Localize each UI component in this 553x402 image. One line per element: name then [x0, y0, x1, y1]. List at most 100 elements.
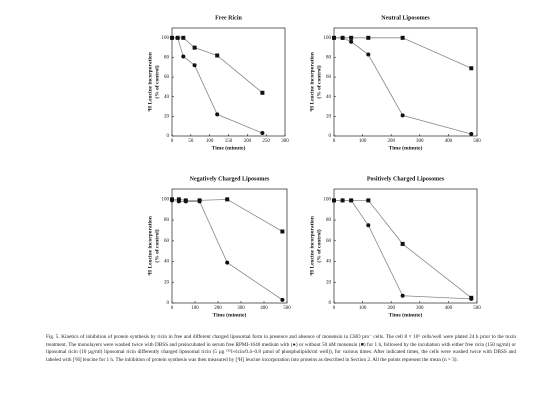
y-axis-label: ³H Leucine incorporation: [309, 216, 315, 276]
chart-title: Neutral Liposomes: [381, 15, 430, 21]
square-marker: [469, 66, 474, 71]
series-line: [334, 37, 472, 135]
x-tick-label: 500: [473, 139, 481, 144]
chart-title: Free Ricin: [215, 15, 242, 21]
x-tick-label: 250: [262, 139, 270, 144]
x-tick-label: 0: [171, 139, 174, 144]
square-marker: [349, 35, 354, 40]
series-line: [334, 200, 472, 300]
circle-marker: [366, 223, 371, 228]
plot-frame: [171, 188, 288, 304]
y-tick-label: 20: [164, 115, 170, 120]
y-tick-label: 20: [326, 115, 332, 120]
square-marker: [260, 90, 265, 95]
y-tick-label: 40: [326, 260, 332, 265]
x-tick-label: 0: [333, 306, 336, 311]
plot-frame: [333, 188, 478, 304]
chart-title: Positively Charged Liposomes: [367, 176, 445, 182]
x-tick-label: 100: [359, 306, 367, 311]
x-tick-label: 300: [281, 139, 289, 144]
circle-marker: [340, 35, 345, 40]
square-marker: [366, 198, 371, 203]
series-line: [172, 37, 263, 94]
y-tick-label: 80: [326, 56, 332, 61]
square-marker: [215, 53, 220, 58]
y-tick-label: 60: [326, 75, 332, 80]
y-axis-label: (% of control): [315, 229, 322, 262]
circle-marker: [225, 260, 230, 265]
series-line: [172, 198, 283, 232]
y-tick-label: 60: [164, 75, 170, 80]
y-tick-label: 80: [326, 218, 332, 223]
y-tick-label: 0: [167, 134, 170, 139]
x-tick-label: 150: [225, 139, 233, 144]
y-tick-label: 20: [164, 280, 170, 285]
x-tick-label: 100: [359, 139, 367, 144]
x-tick-label: 400: [445, 139, 453, 144]
circle-marker: [170, 198, 174, 203]
y-axis-label: ³H Leucine incorporation: [309, 52, 315, 112]
series-line: [334, 200, 472, 299]
x-tick-label: 200: [387, 139, 395, 144]
x-tick-label: 0: [171, 306, 174, 311]
plot-frame: [171, 27, 286, 137]
x-axis-label: Time (minute): [389, 311, 423, 318]
circle-marker: [175, 35, 180, 40]
chart-title: Negatively Charged Liposomes: [190, 176, 270, 182]
x-tick-label: 200: [214, 306, 222, 311]
y-tick-label: 60: [326, 239, 332, 244]
x-tick-label: 100: [206, 139, 214, 144]
y-axis-label: (% of control): [153, 65, 160, 98]
circle-marker: [332, 198, 336, 203]
circle-marker: [349, 198, 354, 203]
circle-marker: [349, 39, 354, 44]
x-tick-label: 300: [416, 139, 424, 144]
plot-frame: [333, 27, 478, 137]
series-line: [171, 200, 283, 301]
y-tick-label: 100: [162, 198, 170, 203]
circle-marker: [181, 54, 186, 59]
circle-marker: [332, 35, 336, 40]
y-axis-label: (% of control): [315, 65, 322, 98]
x-tick-label: 200: [387, 306, 395, 311]
x-tick-label: 0: [333, 139, 336, 144]
y-axis-label: (% of control): [153, 229, 160, 262]
square-marker: [400, 241, 405, 246]
x-tick-label: 300: [237, 306, 245, 311]
y-tick-label: 80: [164, 56, 170, 61]
y-axis-label: ³H Leucine incorporation: [147, 216, 153, 276]
y-axis-label: ³H Leucine incorporation: [147, 52, 153, 112]
y-tick-label: 100: [162, 36, 170, 41]
x-tick-label: 500: [283, 306, 291, 311]
circle-marker: [366, 52, 371, 57]
y-tick-label: 40: [326, 95, 332, 100]
square-marker: [181, 35, 186, 40]
y-tick-label: 80: [164, 218, 170, 223]
y-tick-label: 20: [326, 280, 332, 285]
square-marker: [280, 229, 285, 234]
x-tick-label: 500: [473, 306, 481, 311]
x-tick-label: 100: [191, 306, 199, 311]
circle-marker: [183, 199, 188, 204]
y-tick-label: 100: [324, 198, 332, 203]
circle-marker: [260, 131, 265, 136]
y-tick-label: 0: [167, 301, 170, 306]
square-marker: [176, 197, 181, 202]
circle-marker: [215, 112, 220, 117]
x-axis-label: Time (minute): [212, 144, 246, 151]
x-tick-label: 50: [188, 139, 194, 144]
x-tick-label: 400: [445, 306, 453, 311]
circle-marker: [176, 199, 181, 204]
x-tick-label: 200: [244, 139, 252, 144]
series-line: [172, 37, 263, 134]
square-marker: [400, 35, 405, 40]
circle-marker: [192, 63, 197, 68]
circle-marker: [469, 132, 474, 137]
x-axis-label: Time (minute): [213, 311, 247, 318]
square-marker: [225, 197, 230, 202]
x-axis-label: Time (minute): [389, 144, 423, 151]
circle-marker: [280, 297, 285, 302]
x-tick-label: 400: [260, 306, 268, 311]
